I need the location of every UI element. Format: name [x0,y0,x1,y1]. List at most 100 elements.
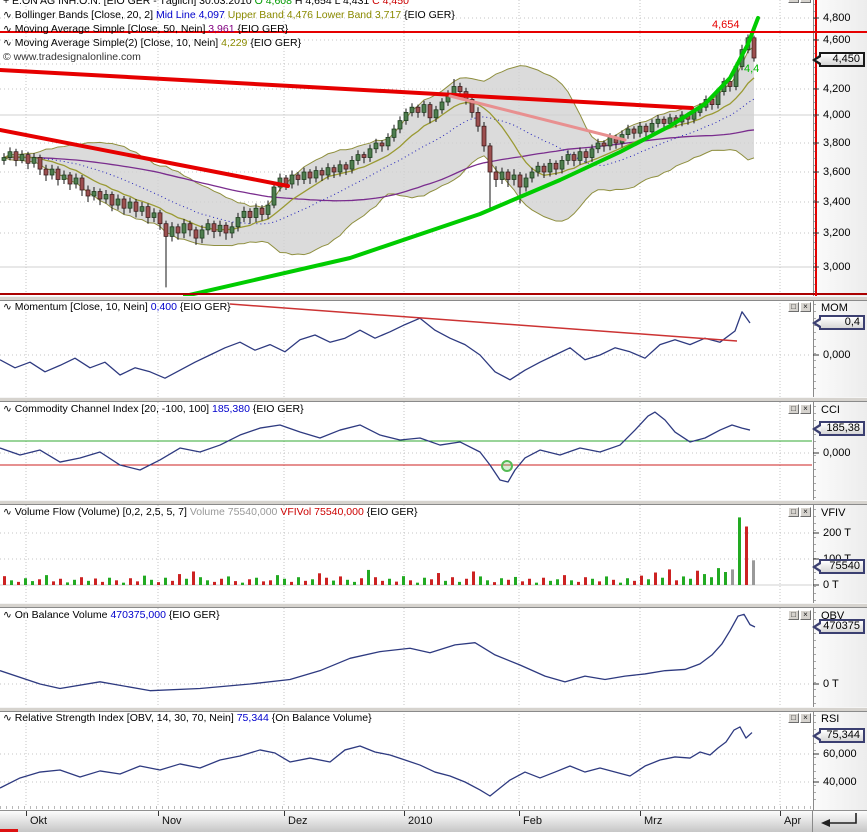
volume-bar [493,582,496,585]
volume-bar [374,577,377,585]
volume-bar [248,579,251,585]
vfiv-title-part: Volume 75540,000 [189,506,281,518]
obv-close-button[interactable]: × [800,610,811,620]
symbol-legend-part: H 4,654 L 4,431 [294,0,373,7]
panel-splitter[interactable] [0,500,867,505]
symbol-legend-part: + E.ON AG INH.O.N. [EIO GER - Täglich] 3… [3,0,255,7]
cci-restore-button[interactable]: □ [788,404,799,414]
mom-restore-button[interactable]: □ [788,302,799,312]
volume-bar [465,578,468,585]
cci-title-part: 185,380 [212,403,253,415]
volume-bar [710,577,713,585]
main-axis-label: 3,800 [823,137,851,149]
volume-bar [311,579,314,585]
month-label-apr: Apr [784,815,802,827]
time-axis-strip [0,810,867,832]
mom-close-button[interactable]: × [800,302,811,312]
volume-bar [101,581,104,585]
month-label-nov: Nov [162,815,182,827]
volume-bar [731,569,734,585]
sma10-legend-part: 4,229 [221,37,251,49]
month-label-mrz: Mrz [644,815,663,827]
month-label-feb: Feb [523,815,542,827]
selection-marker [0,829,18,832]
volume-bar [563,575,566,585]
main-axis-label: 3,200 [823,227,851,239]
bollinger-legend: ∿ Bollinger Bands [Close, 20, 2] Mid Lin… [3,10,455,21]
vfiv-restore-button[interactable]: □ [788,507,799,517]
bollinger-legend-part: ∿ Bollinger Bands [Close, 20, 2] [3,9,156,21]
volume-bar [689,578,692,585]
green-support-curve[interactable] [183,16,760,296]
cci-axis-title: CCI [821,404,840,416]
cci-close-button[interactable]: × [800,404,811,414]
rsi-title-part: 75,344 [236,712,272,724]
main-axis-label: 4,200 [823,83,851,95]
volume-bar [661,577,664,585]
rsi-value-tag: 75,344 [812,728,865,743]
volume-bar [584,577,587,585]
obv-restore-button[interactable]: □ [788,610,799,620]
volume-bar [31,581,34,585]
volume-bar [94,578,97,585]
rsi-close-button[interactable]: × [800,713,811,723]
main-restore-button[interactable]: □ [788,0,799,3]
symbol-legend-part: O 4,608 [254,0,295,7]
volume-bar [304,580,307,585]
cci-title-part: {EIO GER} [252,403,304,415]
cci-panel-title: ∿ Commodity Channel Index [20, -100, 100… [3,404,304,415]
volume-bar [703,574,706,585]
trendline-salmon[interactable] [448,94,627,142]
volume-bar [353,581,356,585]
volume-bar [717,568,720,585]
panel-splitter[interactable] [0,397,867,402]
rsi-title-part: ∿ Relative Strength Index [OBV, 14, 30, … [3,712,237,724]
volume-bar [241,582,244,585]
volume-bar [87,580,90,585]
volume-bar [521,581,524,585]
mom-title-part: ∿ Momentum [Close, 10, Nein] [3,301,151,313]
rsi-line [0,726,753,797]
trendline-red[interactable] [0,68,694,110]
volume-bar [332,580,335,585]
rsi-axis-label: 40,000 [823,776,857,788]
volume-bar [570,580,573,585]
volume-bar [10,580,13,585]
panel-obv [0,608,812,707]
volume-bar [682,576,685,585]
rsi-restore-button[interactable]: □ [788,713,799,723]
volume-bar [3,576,6,585]
volume-bar [479,576,482,585]
sma50-legend-part: ∿ Moving Average Simple [Close, 50, Nein… [3,23,209,35]
volume-bar [738,517,741,585]
panel-rsi [0,711,812,806]
vfiv-title-part: ∿ Volume Flow (Volume) [0,2, 2,5, 5, 7] [3,506,190,518]
vfiv-close-button[interactable]: × [800,507,811,517]
volume-bar [458,581,461,585]
volume-bar [17,581,20,585]
sma50-legend: ∿ Moving Average Simple [Close, 50, Nein… [3,24,288,35]
panel-splitter[interactable] [0,707,867,712]
volume-bar [136,581,139,585]
main-close-button[interactable]: × [800,0,811,3]
volume-bar [528,578,531,585]
volume-bar [647,579,650,585]
panel-splitter[interactable] [0,603,867,608]
obv-panel-title: ∿ On Balance Volume 470375,000 {EIO GER} [3,610,220,621]
scroll-to-end-button[interactable] [816,811,864,831]
sma10-line [3,77,755,231]
volume-bar [339,576,342,585]
volume-bar [192,571,195,585]
panel-splitter[interactable] [0,296,867,301]
rsi-axis-label: 60,000 [823,748,857,760]
rsi-axis-title: RSI [821,713,840,725]
vfiv-panel-title: ∿ Volume Flow (Volume) [0,2, 2,5, 5, 7] … [3,507,418,518]
momentum-trendline[interactable] [229,303,738,342]
mom-axis-title: MOM [821,302,848,314]
volume-bar [80,577,83,585]
vfiv-axis-title: VFIV [821,507,846,519]
month-label-2010: 2010 [408,815,433,827]
trendline-red[interactable] [0,128,290,188]
